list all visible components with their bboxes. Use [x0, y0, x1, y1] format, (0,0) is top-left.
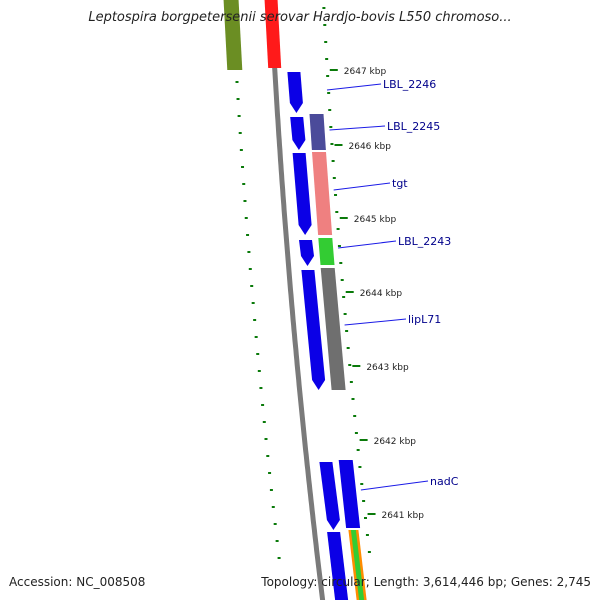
gene-label: LBL_2243 [398, 235, 451, 248]
genes-value: 2,745 [556, 575, 591, 589]
gene-top-red [264, 0, 282, 68]
tick-label: 2643 kbp [366, 363, 409, 373]
sequence-stats: Topology: circular; Length: 3,614,446 bp… [261, 575, 591, 589]
genes-label: Genes: [510, 575, 553, 589]
accession-value: NC_008508 [76, 575, 146, 589]
tick-label: 2641 kbp [382, 511, 425, 521]
gene-label: lipL71 [408, 313, 441, 326]
length-label: Length: [373, 575, 420, 589]
cds-next [327, 532, 349, 600]
gene-lipl71 [320, 268, 346, 390]
gene-lbl-2243 [318, 238, 335, 265]
gene-tgt [312, 152, 333, 235]
gene-leader-line [329, 125, 386, 131]
gene-label: tgt [392, 177, 408, 190]
length-value: 3,614,446 bp [422, 575, 503, 589]
gene-next-green [350, 530, 365, 600]
gene-leader-line [338, 240, 397, 249]
tick-label: 2646 kbp [349, 142, 392, 152]
gene-leader-line [344, 318, 407, 326]
cds-lbl-2243 [299, 240, 314, 266]
gene-label: nadC [430, 475, 459, 488]
cds-tgt [292, 153, 312, 235]
tick-label: 2644 kbp [360, 289, 403, 299]
cds-nadc [319, 462, 340, 530]
backbone-arc [268, 0, 326, 600]
cds-lbl-2246 [287, 72, 303, 113]
accession-info: Accession: NC_008508 [9, 575, 145, 589]
cds-lipl71 [301, 270, 326, 390]
map-title: Leptospira borgpetersenii serovar Hardjo… [88, 10, 512, 25]
tick-label: 2642 kbp [374, 437, 417, 447]
gene-leader-line [360, 480, 429, 491]
tick-label: 2647 kbp [344, 67, 387, 77]
gene-lbl-2245 [309, 114, 326, 150]
gene-label: LBL_2246 [383, 78, 436, 91]
topology-value: circular [321, 575, 366, 589]
tick-label: 2645 kbp [354, 215, 397, 225]
topology-label: Topology: [261, 575, 318, 589]
cds-lbl-2245 [290, 117, 306, 150]
gene-leader-line [333, 182, 391, 191]
gene-nadc [338, 460, 361, 528]
gene-label: LBL_2245 [387, 120, 440, 133]
gene-top-olive [223, 0, 243, 70]
gene-leader-line [326, 83, 382, 91]
accession-label: Accession: [9, 575, 73, 589]
